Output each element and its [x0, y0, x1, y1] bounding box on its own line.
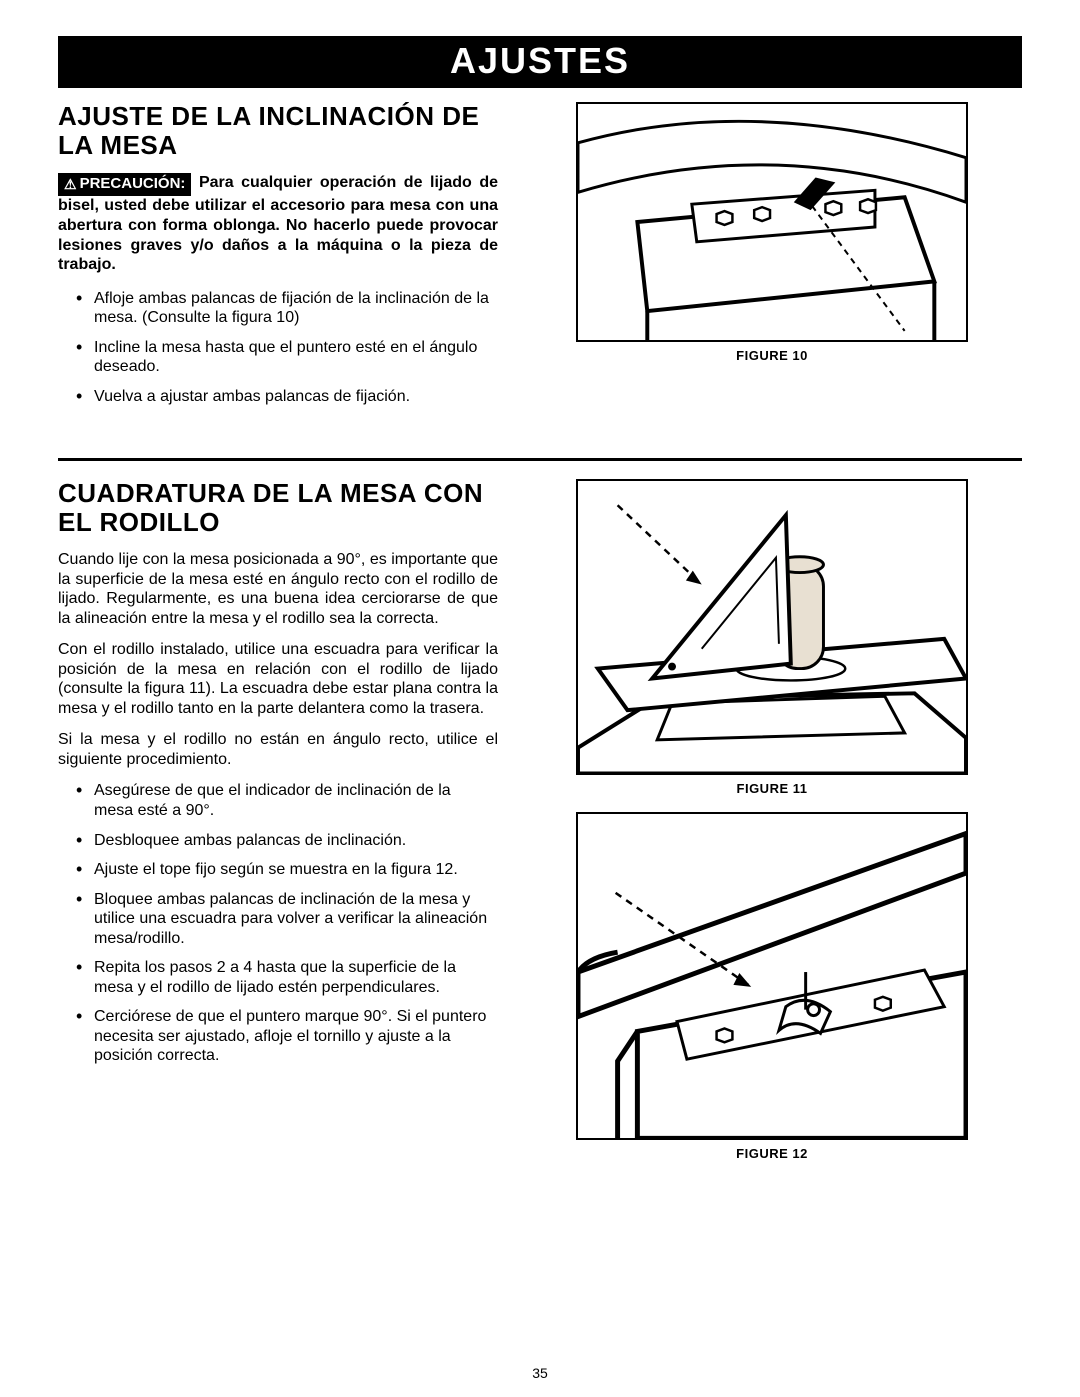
- figure-10: [576, 102, 968, 342]
- caution-paragraph: ⚠PRECAUCIÓN: Para cualquier operación de…: [58, 173, 498, 274]
- section-2-text-column: CUADRATURA DE LA MESA CON EL RODILLO Cua…: [58, 479, 498, 1177]
- section-2-para-2: Con el rodillo instalado, utilice una es…: [58, 640, 498, 718]
- figure-11-illustration: [578, 479, 966, 775]
- figure-10-illustration: [578, 102, 966, 342]
- section-2: CUADRATURA DE LA MESA CON EL RODILLO Cua…: [58, 479, 1022, 1177]
- figure-11-label: FIGURE 11: [737, 781, 808, 796]
- list-item: Ajuste el tope fijo según se muestra en …: [94, 860, 498, 880]
- figure-10-label: FIGURE 10: [736, 348, 808, 363]
- section-1-heading: AJUSTE DE LA INCLINACIÓN DE LA MESA: [58, 102, 498, 159]
- figure-12: [576, 812, 968, 1140]
- section-2-figure-column: FIGURE 11: [522, 479, 1022, 1177]
- section-1-bullets: Afloje ambas palancas de fijación de la …: [58, 289, 498, 407]
- section-divider: [58, 458, 1022, 461]
- section-1-figure-column: FIGURE 10: [522, 102, 1022, 416]
- list-item: Bloquee ambas palancas de inclinación de…: [94, 890, 498, 949]
- section-2-para-1: Cuando lije con la mesa posicionada a 90…: [58, 550, 498, 628]
- warning-triangle-icon: ⚠: [64, 176, 77, 193]
- list-item: Repita los pasos 2 a 4 hasta que la supe…: [94, 958, 498, 997]
- list-item: Desbloquee ambas palancas de inclinación…: [94, 831, 498, 851]
- caution-label: PRECAUCIÓN:: [80, 175, 186, 192]
- figure-11: [576, 479, 968, 775]
- page-banner: AJUSTES: [58, 36, 1022, 88]
- section-1-text-column: AJUSTE DE LA INCLINACIÓN DE LA MESA ⚠PRE…: [58, 102, 498, 416]
- section-2-bullets: Asegúrese de que el indicador de inclina…: [58, 781, 498, 1065]
- list-item: Afloje ambas palancas de fijación de la …: [94, 289, 498, 328]
- caution-badge: ⚠PRECAUCIÓN:: [58, 173, 191, 196]
- section-2-para-3: Si la mesa y el rodillo no están en ángu…: [58, 730, 498, 769]
- list-item: Incline la mesa hasta que el puntero est…: [94, 338, 498, 377]
- list-item: Asegúrese de que el indicador de inclina…: [94, 781, 498, 820]
- page-number: 35: [532, 1365, 548, 1381]
- list-item: Vuelva a ajustar ambas palancas de fijac…: [94, 387, 498, 407]
- section-1: AJUSTE DE LA INCLINACIÓN DE LA MESA ⚠PRE…: [58, 102, 1022, 416]
- list-item: Cerciórese de que el puntero marque 90°.…: [94, 1007, 498, 1066]
- figure-12-label: FIGURE 12: [736, 1146, 808, 1161]
- figure-12-illustration: [578, 812, 966, 1140]
- section-2-heading: CUADRATURA DE LA MESA CON EL RODILLO: [58, 479, 498, 536]
